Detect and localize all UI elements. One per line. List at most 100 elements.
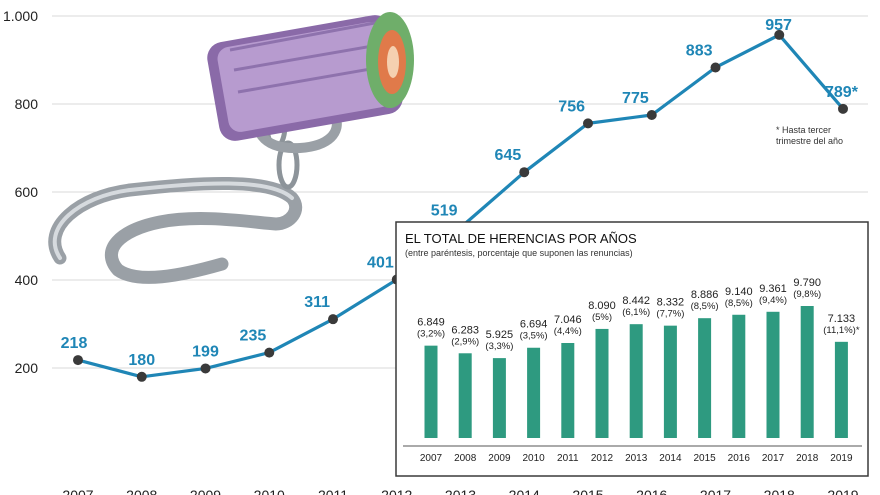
inset-percent-label: (7,7%): [656, 309, 684, 320]
inset-value-label: 8.886: [691, 289, 719, 301]
x-tick-label: 2017: [700, 487, 731, 495]
inset-subtitle: (entre paréntesis, porcentaje que supone…: [405, 248, 633, 258]
x-tick-label: 2016: [636, 487, 667, 495]
line-point: [710, 62, 721, 73]
x-tick-label: 2019: [827, 487, 858, 495]
inset-x-axis: 2007 2008 2009 2010 2011 2012 2013 2014 2015 2016…: [420, 453, 853, 464]
inset-value-label: 9.361: [759, 283, 787, 295]
inset-percent-label: (9,4%): [759, 295, 787, 306]
inset-value-label: 6.694: [520, 319, 548, 331]
line-point: [328, 314, 338, 325]
line-data-labels: 218 180 199 235 311 401 519 645 756 775 883 957 789*: [61, 17, 859, 369]
inset-value-label: 8.442: [622, 295, 650, 307]
line-point: [774, 29, 785, 40]
inset-bar: [800, 306, 814, 438]
footnote-line-2: trimestre del año: [776, 136, 843, 146]
y-tick-label: 600: [15, 184, 39, 200]
x-tick-label: 2011: [318, 487, 348, 495]
inset-percent-label: (8,5%): [725, 298, 753, 309]
inset-value-label: 5.925: [486, 329, 514, 341]
inset-title: EL TOTAL DE HERENCIAS POR AÑOS: [405, 231, 637, 246]
x-tick-label: 2014: [509, 487, 540, 495]
inset-bar: [629, 324, 643, 438]
inset-category-label: 2008: [454, 453, 477, 464]
inset-value-label: 6.283: [451, 324, 479, 336]
line-data-label: 401: [367, 255, 394, 272]
footnote-line-1: * Hasta tercer: [776, 125, 831, 135]
inset-category-label: 2013: [625, 453, 648, 464]
inset-value-label: 6.849: [417, 317, 445, 329]
y-tick-label: 400: [15, 272, 39, 288]
line-data-label: 519: [431, 203, 458, 220]
inset-value-label: 7.133: [828, 313, 856, 325]
inset-percent-label: (4,4%): [554, 326, 582, 337]
x-tick-label: 2018: [764, 487, 795, 495]
inset-bar: [527, 347, 541, 438]
inset-category-label: 2018: [796, 453, 819, 464]
inset-percent-label: (5%): [592, 312, 612, 323]
inset-bar: [663, 325, 677, 438]
line-point: [200, 363, 211, 374]
inset-bar: [698, 318, 712, 438]
y-tick-label: 1.000: [3, 8, 38, 24]
inset-percent-label: (3,3%): [485, 341, 513, 352]
x-tick-label: 2007: [62, 487, 93, 495]
x-tick-label: 2008: [126, 487, 157, 495]
inset-category-label: 2014: [659, 453, 682, 464]
inset-bar: [595, 328, 609, 438]
inset-percent-label: (6,1%): [622, 307, 650, 318]
line-data-label: 883: [686, 42, 713, 59]
inset-bars: [424, 306, 848, 438]
inset-bar: [492, 358, 506, 438]
y-tick-label: 200: [15, 360, 39, 376]
line-data-label: 218: [61, 335, 88, 352]
inset-category-label: 2011: [557, 453, 579, 464]
handcuffs-money-illustration: [48, 12, 414, 284]
inset-value-label: 9.140: [725, 286, 753, 298]
line-data-label: 756: [558, 98, 585, 115]
x-tick-label: 2013: [445, 487, 476, 495]
inset-percent-label: (9,8%): [793, 289, 821, 300]
line-point: [136, 371, 147, 382]
inset-bar: [732, 314, 746, 438]
line-data-label: 789*: [825, 84, 859, 101]
line-point: [583, 118, 593, 129]
inset-bar-chart: EL TOTAL DE HERENCIAS POR AÑOS (entre pa…: [395, 221, 869, 477]
line-point: [73, 355, 83, 366]
inset-percent-label: (2,9%): [451, 336, 479, 347]
line-data-label: 199: [192, 343, 219, 360]
inset-bar-labels: 6.849(3,2%) 6.283(2,9%) 5.925(3,3%) 6.694(3…: [417, 277, 860, 352]
x-tick-label: 2010: [254, 487, 285, 495]
inset-value-label: 8.332: [657, 297, 685, 309]
line-data-label: 775: [622, 90, 649, 107]
line-data-label: 180: [128, 352, 155, 369]
inset-category-label: 2009: [488, 453, 511, 464]
line-data-label: 311: [304, 294, 330, 311]
inset-category-label: 2007: [420, 453, 443, 464]
inset-bar: [766, 311, 780, 438]
line-data-label: 957: [765, 17, 792, 34]
inset-category-label: 2012: [591, 453, 614, 464]
inset-bar: [834, 341, 848, 438]
line-data-label: 235: [240, 328, 267, 345]
inset-percent-label: (3,5%): [520, 331, 548, 342]
line-point: [838, 103, 848, 114]
y-tick-label: 800: [15, 96, 39, 112]
euro-banknote-roll-icon: [207, 12, 414, 141]
inset-category-label: 2019: [830, 453, 853, 464]
line-point: [264, 347, 275, 358]
x-tick-label: 2015: [572, 487, 603, 495]
inset-category-label: 2015: [693, 453, 716, 464]
line-point: [646, 110, 657, 120]
x-tick-label: 2012: [381, 487, 412, 495]
line-chart-y-axis: 1.000 800 600 400 200: [3, 8, 38, 376]
inset-value-label: 8.090: [588, 300, 616, 312]
inset-value-label: 9.790: [793, 277, 821, 289]
inset-percent-label: (8,5%): [691, 301, 719, 312]
inset-category-label: 2016: [728, 453, 751, 464]
line-data-label: 645: [495, 147, 522, 164]
inset-bar: [424, 345, 438, 438]
inset-value-label: 7.046: [554, 314, 582, 326]
